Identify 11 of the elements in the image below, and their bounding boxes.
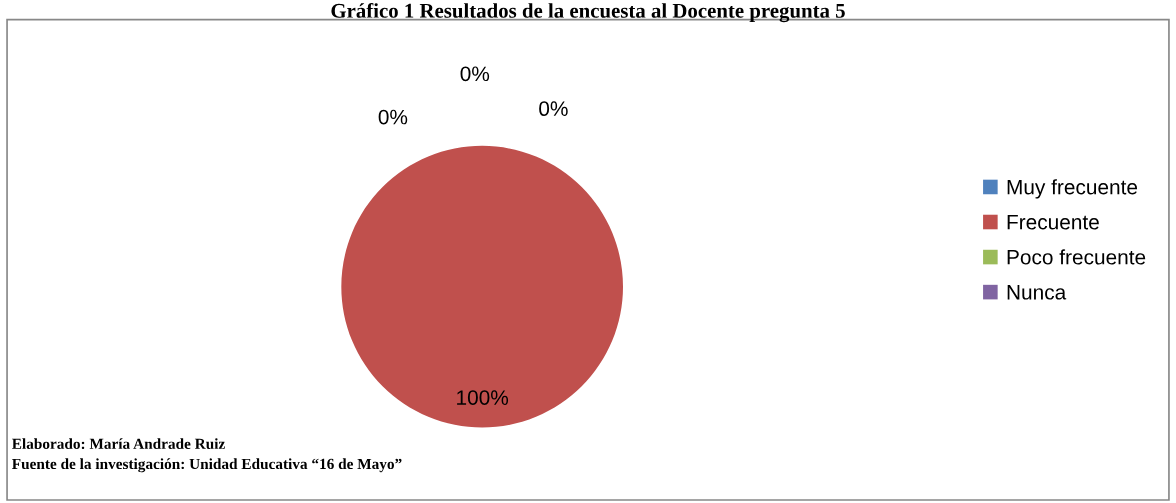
data-label: 100%: [457, 390, 509, 405]
legend-label: Frecuente: [1007, 214, 1099, 230]
legend-label: Nunca: [1007, 285, 1067, 300]
legend-label: Poco frecuente: [1007, 249, 1146, 265]
text: Elaborado: María Andrade Ruiz: [12, 438, 225, 450]
legend-label: Muy frecuente: [1007, 179, 1138, 199]
text: 0%: [539, 101, 568, 117]
text: 0%: [460, 66, 490, 82]
chart-title: Gráfico 1 Resultados de la encuesta al Docente pregunta 5: [331, 2, 845, 23]
source-note: Fuente de la investigación: Unidad Educativa “16 de Mayo”: [12, 458, 402, 473]
text: 0%: [378, 109, 408, 125]
